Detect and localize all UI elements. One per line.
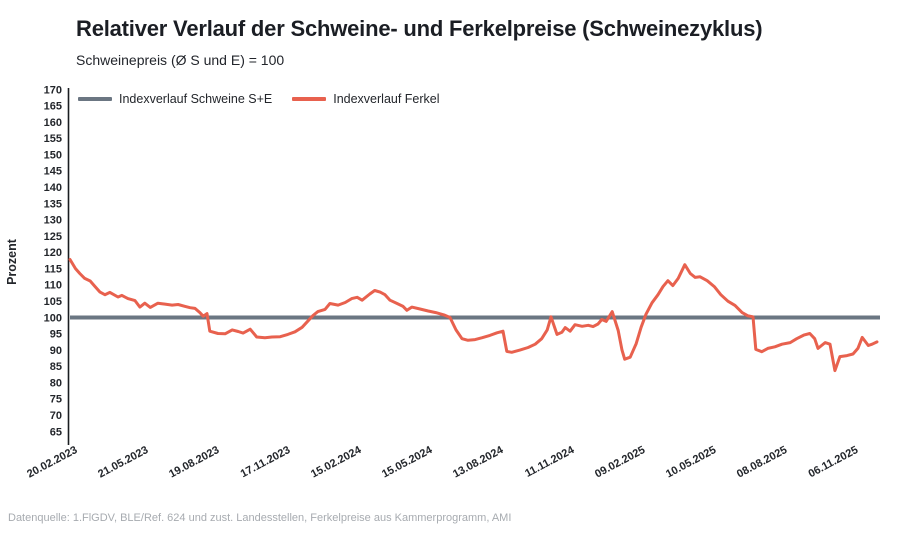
- y-tick-label: 90: [50, 345, 62, 357]
- chart-subtitle: Schweinepreis (Ø S und E) = 100: [76, 52, 285, 68]
- y-tick-label: 115: [44, 263, 62, 275]
- y-tick-label: 160: [44, 117, 62, 129]
- x-tick-label: 15.05.2024: [380, 444, 435, 481]
- x-tick-label: 19.08.2023: [167, 444, 221, 480]
- y-tick-label: 165: [44, 101, 62, 113]
- x-tick-label: 11.11.2024: [523, 444, 577, 480]
- y-tick-label: 125: [44, 231, 62, 243]
- y-tick-label: 75: [50, 394, 62, 406]
- x-tick-label: 13.08.2024: [451, 444, 506, 481]
- y-tick-label: 120: [44, 247, 62, 259]
- y-tick-label: 155: [44, 133, 62, 145]
- y-tick-label: 95: [50, 329, 62, 341]
- x-tick-label: 06.11.2025: [806, 444, 860, 480]
- legend-item-schweine: Indexverlauf Schweine S+E: [78, 92, 272, 106]
- x-tick-label: 08.08.2025: [735, 444, 789, 480]
- legend-label-schweine: Indexverlauf Schweine S+E: [119, 92, 273, 106]
- legend: Indexverlauf Schweine S+E Indexverlauf F…: [78, 92, 440, 106]
- y-tick-label: 150: [44, 149, 62, 161]
- y-tick-label: 65: [50, 426, 62, 438]
- y-tick-label: 170: [44, 84, 62, 96]
- x-tick-label: 20.02.2023: [25, 444, 79, 480]
- chart-title: Relativer Verlauf der Schweine- und Ferk…: [76, 16, 763, 41]
- x-tick-label: 09.02.2025: [593, 444, 647, 480]
- schweine-line-swatch: [78, 97, 112, 101]
- y-tick-label: 110: [44, 280, 62, 292]
- y-tick-label: 130: [44, 215, 62, 227]
- legend-label-ferkel: Indexverlauf Ferkel: [333, 92, 440, 106]
- y-tick-label: 135: [44, 198, 62, 210]
- source-note: Datenquelle: 1.FlGDV, BLE/Ref. 624 und z…: [8, 512, 512, 524]
- x-tick-label: 17.11.2023: [239, 444, 293, 480]
- y-axis-title: Prozent: [5, 238, 19, 285]
- ferkel-index-line: [68, 258, 879, 373]
- y-tick-label: 105: [44, 296, 62, 308]
- y-tick-label: 100: [44, 312, 62, 324]
- x-tick-label: 10.05.2025: [664, 444, 718, 480]
- legend-item-ferkel: Indexverlauf Ferkel: [292, 92, 440, 106]
- y-tick-label: 70: [50, 410, 62, 422]
- ferkel-line-swatch: [292, 97, 327, 101]
- y-tick-label: 145: [44, 166, 62, 178]
- y-tick-label: 80: [50, 377, 62, 389]
- y-tick-label: 85: [50, 361, 62, 373]
- x-tick-label: 21.05.2023: [96, 444, 150, 480]
- y-tick-label: 140: [44, 182, 62, 194]
- x-tick-label: 15.02.2024: [309, 444, 364, 481]
